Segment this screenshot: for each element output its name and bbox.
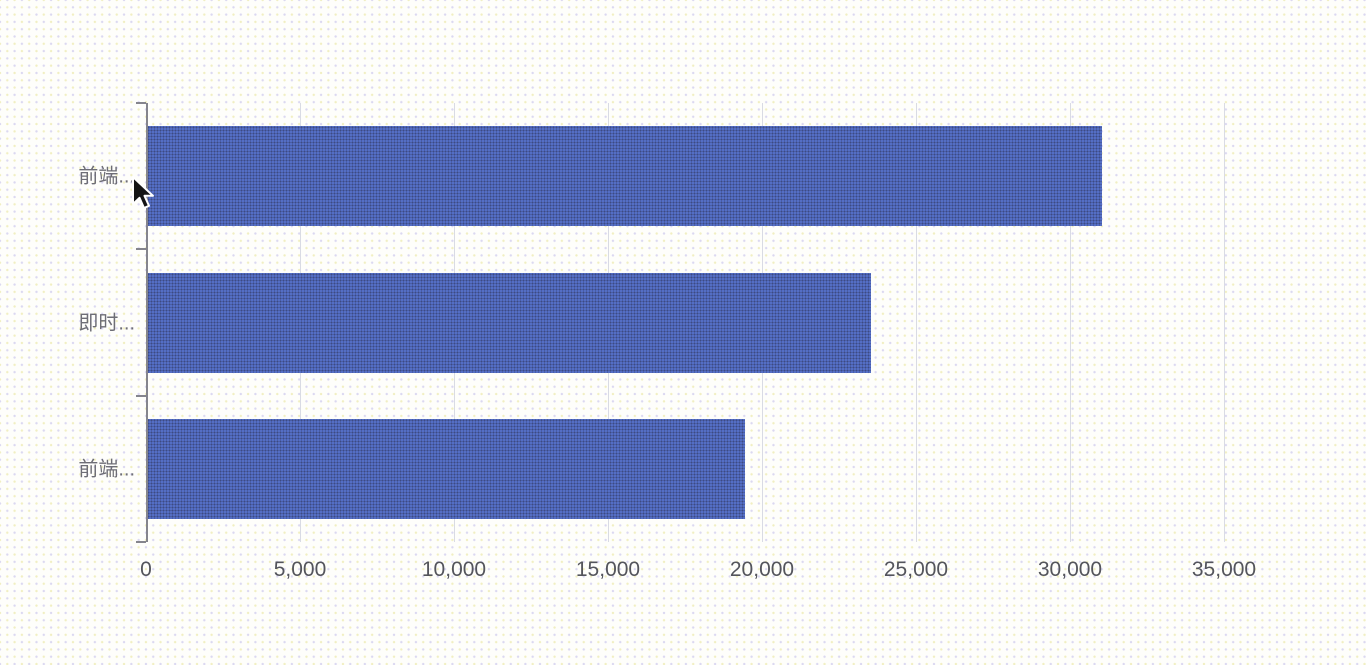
category-label: 即时... xyxy=(78,312,135,334)
arrow-pointer-icon xyxy=(132,176,154,209)
y-axis-tick xyxy=(136,394,146,397)
y-axis-tick xyxy=(136,102,146,104)
y-axis-line xyxy=(146,103,148,542)
x-tick-label: 0 xyxy=(140,558,152,581)
x-tick-label: 35,000 xyxy=(1191,558,1257,581)
x-tick-label: 25,000 xyxy=(883,558,949,581)
y-axis-tick xyxy=(136,541,146,543)
gridline xyxy=(916,103,917,542)
gridline xyxy=(1070,103,1071,542)
bar-0[interactable] xyxy=(147,126,1102,227)
y-axis-tick xyxy=(136,248,146,251)
gridline xyxy=(1224,103,1225,542)
bar-1[interactable] xyxy=(147,272,871,373)
x-tick-label: 5,000 xyxy=(273,558,327,581)
bar-2[interactable] xyxy=(147,418,745,519)
category-label: 前端... xyxy=(78,165,135,188)
x-tick-label: 10,000 xyxy=(421,558,487,581)
x-tick-label: 20,000 xyxy=(729,558,795,581)
x-tick-label: 30,000 xyxy=(1037,558,1103,581)
x-tick-label: 15,000 xyxy=(575,558,641,581)
category-label: 前端... xyxy=(78,458,135,481)
